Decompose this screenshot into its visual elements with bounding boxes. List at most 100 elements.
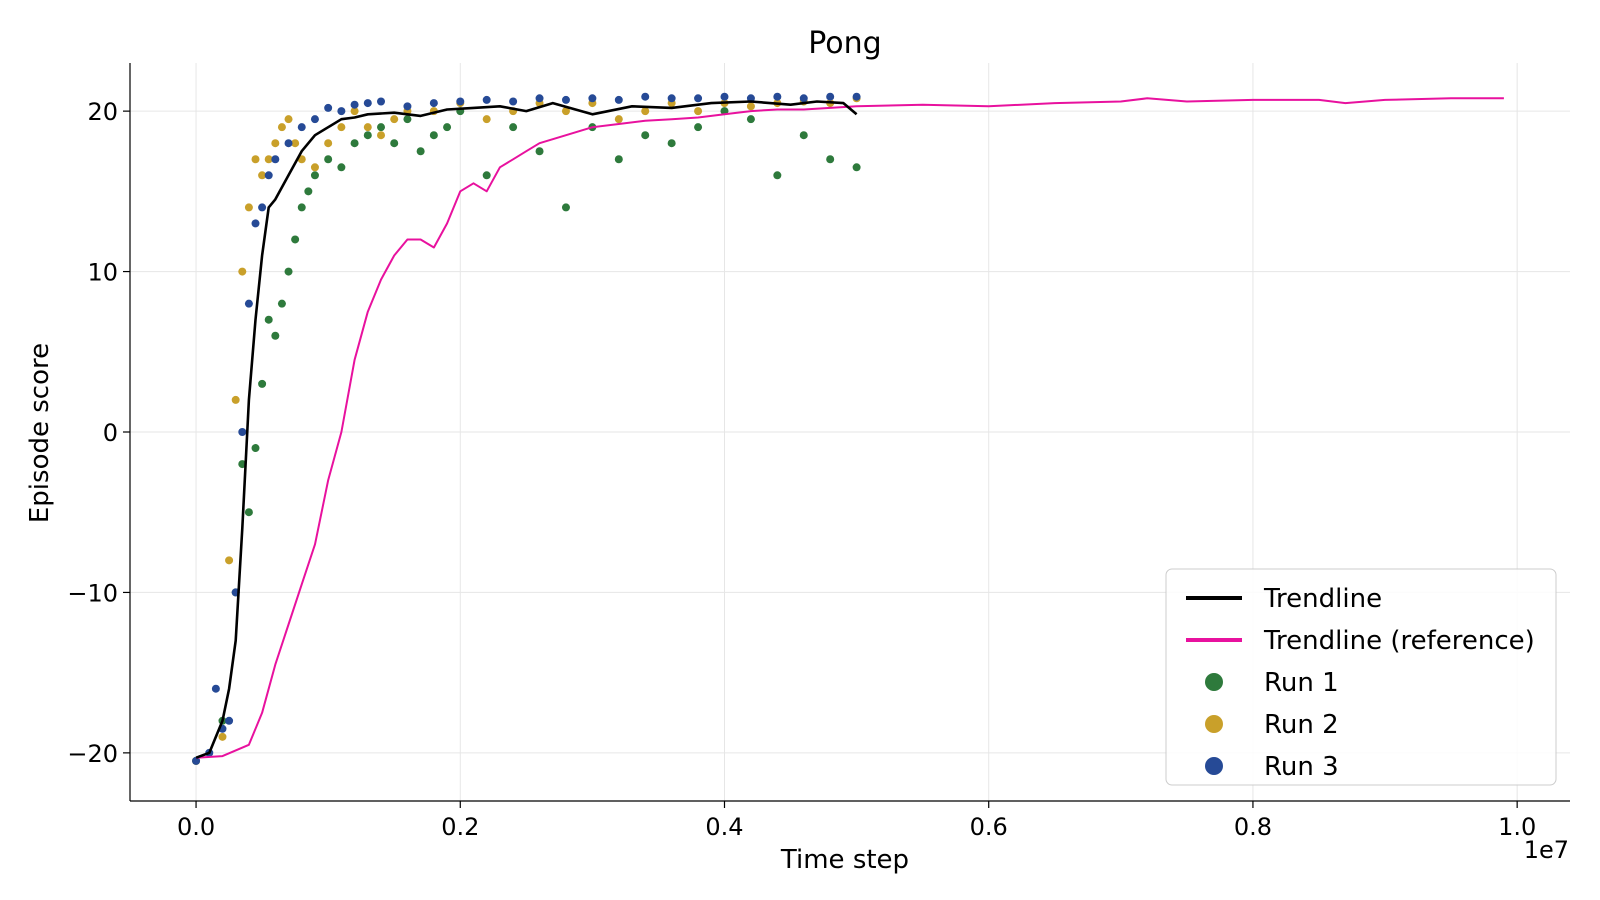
run-1-point: [363, 131, 372, 140]
run-3-point: [720, 92, 729, 101]
run-1-point: [324, 155, 333, 164]
run-3-point: [284, 139, 293, 148]
run-3-point: [641, 92, 650, 101]
run-3-point: [482, 95, 491, 104]
x-tick-label: 0.4: [705, 813, 743, 841]
legend: Trendline Trendline (reference) Run 1 Run 2…: [1165, 568, 1557, 786]
run-1-point: [561, 203, 570, 212]
run-1-point: [826, 155, 835, 164]
run-3-point: [271, 155, 280, 164]
trendline: [195, 100, 858, 759]
run-3-point: [211, 684, 220, 693]
plot-area: [192, 92, 1504, 765]
run-2-point: [231, 395, 240, 404]
run-3-point: [244, 299, 253, 308]
run-1-point: [641, 131, 650, 140]
run-3-point: [337, 107, 346, 116]
run-2-point: [694, 107, 703, 116]
legend-label: Run 1: [1264, 668, 1339, 698]
x-tick-label: 0.0: [177, 813, 215, 841]
y-tick-label: −10: [67, 579, 118, 607]
legend-swatch-marker: [1205, 757, 1223, 775]
run-2-point: [310, 163, 319, 172]
run-1-point: [390, 139, 399, 148]
run-2-point: [363, 123, 372, 132]
run-1-point: [482, 171, 491, 180]
run-3-point: [561, 95, 570, 104]
run-3-point: [258, 203, 267, 212]
run-3-point: [403, 102, 412, 111]
y-tick-label: −20: [67, 740, 118, 768]
run-2-point: [390, 115, 399, 124]
run-3-point: [799, 94, 808, 103]
run-1-point: [264, 315, 273, 324]
run-3-point: [192, 756, 201, 765]
run-1-point: [852, 163, 861, 172]
run-3-point: [429, 99, 438, 108]
chart-title: Pong: [808, 26, 881, 61]
legend-box: [1165, 568, 1557, 786]
run-1-point: [614, 155, 623, 164]
run-3-point: [535, 94, 544, 103]
run-2-point: [746, 102, 755, 111]
run-3-point: [310, 115, 319, 124]
legend-label: Trendline: [1263, 584, 1382, 614]
run-2-point: [258, 171, 267, 180]
legend-swatch-marker: [1205, 673, 1223, 691]
run-1-point: [244, 508, 253, 517]
run-1-point: [773, 171, 782, 180]
run-1-point: [443, 123, 452, 132]
y-tick-label: 0: [103, 419, 118, 447]
run-3-point: [614, 95, 623, 104]
run-1-point: [271, 331, 280, 340]
run-2-point: [561, 107, 570, 116]
run-1-point: [799, 131, 808, 140]
run-2-point: [337, 123, 346, 132]
ticks: 0.0 0.2 0.4 0.6 0.8 1.0 −20 −10 0 10 20: [67, 98, 1536, 841]
run-1-point: [350, 139, 359, 148]
run-3-point: [264, 171, 273, 180]
legend-swatch-marker: [1205, 715, 1223, 733]
run-3-point: [225, 716, 234, 725]
run-1-point: [291, 235, 300, 244]
run-2-point: [277, 123, 286, 132]
run-2-point: [218, 732, 227, 741]
run-3-point: [251, 219, 260, 228]
run-3-point: [350, 100, 359, 109]
run-3-point: [694, 94, 703, 103]
run-3-point: [238, 428, 247, 436]
run-3-point: [297, 123, 306, 132]
x-tick-label: 0.6: [970, 813, 1008, 841]
run-3-point: [324, 103, 333, 112]
run-3-point: [509, 97, 518, 106]
run-1-point: [694, 123, 703, 132]
run-3-point: [826, 92, 835, 101]
x-tick-label: 0.2: [441, 813, 479, 841]
run-2-point: [291, 139, 300, 148]
run-1-point: [310, 171, 319, 180]
trendline-reference: [196, 97, 1504, 759]
series-run-3: [192, 92, 861, 765]
run-2-point: [377, 131, 386, 140]
run-1-point: [429, 131, 438, 140]
run-1-point: [277, 299, 286, 308]
run-1-point: [403, 115, 412, 124]
run-3-point: [588, 94, 597, 103]
run-1-point: [258, 379, 267, 388]
run-2-point: [641, 107, 650, 116]
run-1-point: [337, 163, 346, 172]
run-1-point: [416, 147, 425, 156]
run-2-point: [238, 267, 247, 276]
run-2-point: [225, 556, 234, 565]
run-3-point: [377, 97, 386, 106]
run-1-point: [304, 187, 313, 196]
x-tick-label: 0.8: [1234, 813, 1272, 841]
run-1-point: [746, 115, 755, 124]
run-3-point: [667, 94, 676, 103]
x-tick-label: 1.0: [1498, 813, 1536, 841]
run-3-point: [456, 97, 465, 106]
run-2-point: [350, 107, 359, 116]
run-1-point: [535, 147, 544, 156]
run-3-point: [773, 92, 782, 101]
run-2-point: [324, 139, 333, 148]
